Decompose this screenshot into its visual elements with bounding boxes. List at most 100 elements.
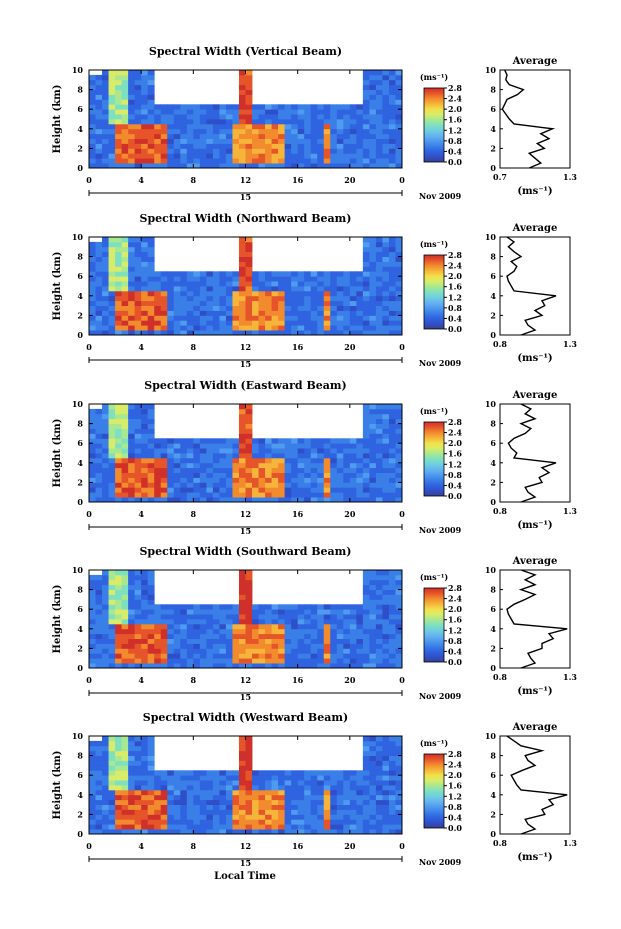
- heatmap-cell: [186, 330, 194, 336]
- heatmap-cell: [336, 819, 344, 825]
- avg-x-tick-label: 1.3: [563, 172, 577, 182]
- heatmap-cell: [160, 824, 168, 830]
- y-tick-label: 4: [77, 458, 83, 468]
- heatmap-cell: [225, 780, 233, 786]
- heatmap-cell: [349, 114, 357, 120]
- day-label: 15: [240, 192, 251, 202]
- heatmap-cell: [147, 290, 155, 297]
- heatmap-cell: [160, 492, 168, 498]
- heatmap-cell: [330, 623, 338, 630]
- y-tick-label: 0: [77, 663, 83, 673]
- heatmap-cell: [323, 472, 331, 478]
- heatmap-cell: [89, 633, 96, 639]
- heatmap-cell: [369, 266, 377, 272]
- heatmap-cell: [219, 809, 227, 815]
- avg-x-tick-label: 0.8: [493, 339, 507, 349]
- heatmap-cell: [134, 628, 142, 635]
- heatmap-cell: [310, 119, 318, 125]
- heatmap-cell: [304, 658, 312, 664]
- heatmap-cell: [245, 487, 253, 493]
- heatmap-cell: [291, 315, 299, 321]
- heatmap-cell: [167, 829, 175, 835]
- heatmap-cell: [278, 286, 286, 292]
- colorbar-tick-label: 1.6: [448, 449, 462, 459]
- heatmap-cell: [330, 281, 338, 287]
- heatmap-cell: [395, 261, 403, 267]
- heatmap-cell: [219, 775, 227, 781]
- heatmap-cell: [121, 799, 129, 805]
- heatmap-cell: [134, 638, 142, 644]
- heatmap-cell: [147, 648, 155, 654]
- heatmap-cell: [102, 74, 109, 81]
- heatmap-cell: [95, 295, 103, 302]
- heatmap-cell: [186, 780, 194, 786]
- heatmap-cell: [369, 497, 377, 503]
- heatmap-cell: [186, 619, 194, 625]
- heatmap-cell: [343, 123, 351, 130]
- heatmap-cell: [252, 829, 259, 835]
- heatmap-cell: [238, 745, 246, 752]
- heatmap-cell: [115, 775, 122, 781]
- heatmap-cell: [141, 290, 149, 297]
- heatmap-cell: [232, 153, 240, 159]
- heatmap-cell: [356, 143, 364, 149]
- heatmap-cell: [245, 579, 253, 586]
- heatmap-cell: [141, 443, 149, 449]
- heatmap-cell: [284, 770, 292, 776]
- heatmap-cell: [147, 70, 155, 76]
- heatmap-cell: [284, 138, 292, 144]
- heatmap-cell: [225, 109, 233, 115]
- heatmap-cell: [343, 443, 351, 449]
- heatmap-cell: [278, 438, 286, 444]
- heatmap-cell: [212, 609, 220, 615]
- heatmap-cell: [219, 482, 227, 488]
- heatmap-cell: [382, 760, 390, 766]
- heatmap-cell: [95, 418, 103, 424]
- heatmap-cell: [238, 241, 246, 248]
- x-tick-label: 12: [240, 342, 251, 352]
- heatmap-cell: [382, 153, 390, 159]
- heatmap-cell: [147, 84, 155, 90]
- heatmap-cell: [330, 643, 338, 649]
- heatmap-cell: [225, 472, 233, 478]
- heatmap-cell: [297, 628, 305, 635]
- heatmap-cell: [186, 824, 194, 830]
- heatmap-cell: [238, 315, 246, 321]
- heatmap-cell: [108, 457, 116, 464]
- heatmap-cell: [102, 609, 109, 615]
- heatmap-cell: [271, 477, 279, 483]
- heatmap-cell: [147, 448, 155, 454]
- heatmap-cell: [369, 745, 377, 752]
- heatmap-cell: [362, 653, 370, 659]
- colorbar-tick-label: 2.0: [448, 438, 462, 448]
- heatmap-cell: [219, 123, 227, 130]
- heatmap-cell: [180, 315, 188, 321]
- heatmap-cell: [336, 609, 344, 615]
- heatmap-cell: [206, 295, 214, 302]
- heatmap-cell: [375, 261, 383, 267]
- heatmap-cell: [108, 467, 116, 473]
- heatmap-cell: [252, 785, 259, 791]
- heatmap-cell: [199, 330, 207, 336]
- heatmap-cell: [219, 467, 227, 473]
- heatmap-cell: [395, 482, 403, 488]
- heatmap-cell: [160, 799, 168, 805]
- heatmap-cell: [310, 453, 318, 459]
- heatmap-cell: [388, 648, 396, 654]
- heatmap-cell: [238, 84, 246, 90]
- heatmap-cell: [388, 780, 396, 786]
- heatmap-cell: [304, 104, 312, 110]
- heatmap-cell: [323, 653, 331, 659]
- heatmap-cell: [232, 109, 240, 115]
- heatmap-cell: [395, 794, 403, 801]
- heatmap-cell: [395, 824, 403, 830]
- heatmap-cell: [108, 614, 116, 620]
- heatmap-cell: [323, 300, 331, 306]
- heatmap-cell: [349, 133, 357, 139]
- heatmap-cell: [382, 143, 390, 149]
- heatmap-cell: [375, 276, 383, 282]
- heatmap-cell: [323, 448, 331, 454]
- heatmap-cell: [343, 658, 351, 664]
- heatmap-cell: [382, 74, 390, 81]
- heatmap-cell: [238, 755, 246, 761]
